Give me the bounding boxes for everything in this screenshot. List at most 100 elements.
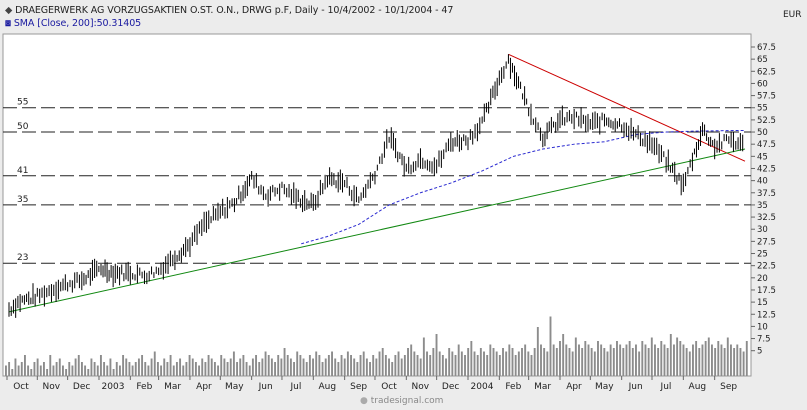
- y-tick-label: 47.5: [757, 140, 776, 150]
- volume-bar: [565, 344, 568, 376]
- volume-bar: [419, 358, 422, 376]
- volume-bar: [321, 362, 324, 376]
- volume-bar: [571, 351, 574, 376]
- volume-bar: [52, 365, 55, 376]
- volume-bar: [590, 348, 593, 376]
- volume-bar: [435, 334, 438, 376]
- volume-bar: [220, 355, 223, 376]
- volume-bar: [156, 362, 159, 376]
- volume-bar: [581, 348, 584, 376]
- x-tick-label: Apr: [566, 382, 582, 392]
- volume-bar: [663, 344, 666, 376]
- volume-bar: [58, 358, 61, 376]
- volume-bar: [8, 362, 11, 376]
- volume-bar: [464, 355, 466, 376]
- volume-bar: [277, 355, 280, 376]
- volume-bar: [502, 348, 504, 376]
- volume-bar: [616, 341, 618, 376]
- volume-bar: [407, 348, 409, 376]
- volume-bar: [343, 358, 346, 376]
- volume-bar: [232, 351, 235, 376]
- x-tick-label: Feb: [136, 382, 152, 392]
- x-tick-label: Aug: [319, 382, 337, 392]
- volume-bar: [166, 362, 169, 376]
- volume-bar: [521, 348, 523, 376]
- volume-bar: [723, 348, 726, 376]
- volume-bar: [274, 362, 277, 376]
- volume-bar: [483, 351, 485, 376]
- y-tick-label: 40: [757, 177, 768, 187]
- volume-bar: [96, 365, 99, 376]
- sma-icon: ⧆: [5, 18, 11, 29]
- volume-bar: [378, 351, 381, 376]
- volume-bar: [495, 351, 498, 376]
- volume-bar: [74, 358, 77, 376]
- volume-bar: [619, 344, 622, 376]
- volume-bar: [226, 362, 229, 376]
- volume-bar: [14, 358, 17, 376]
- volume-bar: [597, 341, 599, 376]
- volume-bar: [492, 348, 495, 376]
- volume-bar: [644, 344, 647, 376]
- volume-bar: [612, 348, 615, 376]
- volume-bar: [543, 348, 546, 376]
- volume-bar: [248, 365, 251, 376]
- volume-bar: [128, 362, 131, 376]
- volume-bar: [65, 369, 68, 376]
- volume-bar: [318, 355, 321, 376]
- trendlines: [8, 53, 746, 313]
- volume-bar: [42, 362, 45, 376]
- volume-bar: [331, 351, 333, 376]
- volume-bar: [736, 344, 739, 376]
- volume-bar: [489, 344, 492, 376]
- trendline: [508, 53, 746, 162]
- volume-bar: [739, 348, 742, 376]
- volume-bar: [198, 365, 201, 376]
- y-tick-label: 60: [757, 79, 768, 89]
- volume-bar: [745, 341, 748, 376]
- volume-bar: [55, 362, 58, 376]
- volume-bar: [698, 348, 701, 376]
- y-tick-label: 27.5: [757, 237, 776, 247]
- volume-bar: [381, 348, 384, 376]
- volume-bar: [666, 348, 669, 376]
- volume-bar: [533, 348, 536, 376]
- y-tick-label: 30: [757, 225, 768, 235]
- x-tick-label: Oct: [13, 382, 29, 392]
- x-axis: Oct Nov Dec 2003 Feb Mar Apr May Jun Jul Aug Sep Oct…: [6, 376, 737, 392]
- volume-bar: [432, 348, 435, 376]
- volume-bar: [112, 369, 115, 376]
- volume-bar: [207, 355, 210, 376]
- volume-bar: [99, 355, 102, 376]
- volume-bar: [524, 344, 527, 376]
- volume-bar: [511, 348, 514, 376]
- volume-bar: [733, 348, 736, 376]
- y-tick-label: 42.5: [757, 164, 776, 174]
- sma-200-line: [301, 130, 746, 245]
- volume-bar: [647, 348, 650, 376]
- y-tick-label: 62.5: [757, 67, 776, 77]
- volume-bar: [39, 365, 42, 376]
- level-label: 41: [17, 166, 28, 176]
- volume-bar: [486, 355, 489, 376]
- volume-bar: [5, 365, 7, 376]
- volume-bar: [711, 344, 713, 376]
- volume-bar: [179, 358, 182, 376]
- x-tick-label: May: [595, 382, 614, 392]
- volume-bar: [87, 369, 90, 376]
- volume-bar: [460, 351, 463, 376]
- volume-bar: [514, 355, 517, 376]
- volume-bar: [353, 358, 356, 376]
- y-tick-label: 15: [757, 298, 768, 308]
- volume-bar: [267, 355, 270, 376]
- volume-bar: [704, 341, 707, 376]
- volume-bar: [654, 344, 656, 376]
- y-tick-label: 7.5: [757, 335, 771, 345]
- volume-bar: [255, 355, 258, 376]
- volume-bar: [669, 334, 672, 376]
- x-tick-label: Feb: [505, 382, 521, 392]
- volume-bar: [742, 351, 745, 376]
- volume-bar: [635, 344, 637, 376]
- volume-bar: [362, 351, 365, 376]
- volume-bar: [33, 362, 36, 376]
